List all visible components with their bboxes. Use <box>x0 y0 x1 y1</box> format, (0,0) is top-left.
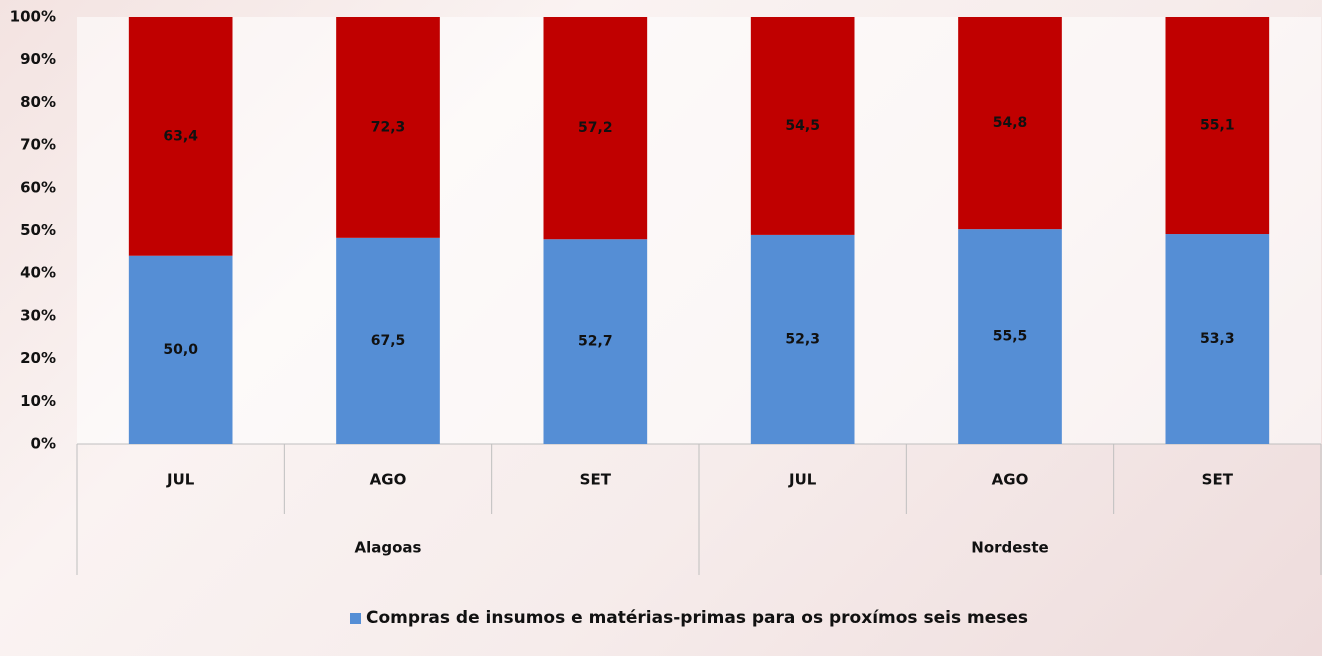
x-tick-label: SET <box>580 471 612 489</box>
y-tick-label: 80% <box>20 93 56 111</box>
data-label: 67,5 <box>371 333 406 349</box>
bar-segment <box>750 234 855 444</box>
data-label: 52,7 <box>578 334 613 350</box>
data-label: 52,3 <box>785 331 820 347</box>
data-label: 55,1 <box>1200 118 1235 134</box>
plot-area <box>77 17 1321 444</box>
data-label: 57,2 <box>578 120 613 136</box>
x-tick-label: AGO <box>370 471 407 489</box>
bar-segment <box>336 237 440 444</box>
data-label: 63,4 <box>163 128 198 144</box>
y-tick-label: 100% <box>10 8 56 26</box>
y-tick-label: 40% <box>20 264 56 282</box>
bar-segment <box>336 17 440 238</box>
bar-segment <box>128 255 233 444</box>
data-label: 53,3 <box>1200 331 1235 347</box>
data-label: 55,5 <box>993 329 1028 345</box>
bar-segment <box>958 229 1062 444</box>
y-tick-label: 90% <box>20 50 56 68</box>
x-tick-label: JUL <box>788 471 817 489</box>
bar-segment <box>750 17 855 235</box>
y-tick-label: 50% <box>20 221 56 239</box>
y-tick-label: 20% <box>20 349 56 367</box>
y-tick-label: 10% <box>20 392 56 410</box>
bar-segment <box>1165 234 1270 444</box>
y-tick-label: 0% <box>31 435 56 453</box>
group-label: Nordeste <box>971 539 1048 557</box>
legend-label: Compras de insumos e matérias-primas par… <box>366 608 1028 628</box>
y-tick-label: 70% <box>20 136 56 154</box>
bar-segment <box>128 17 233 256</box>
group-label: Alagoas <box>355 539 422 557</box>
bar-segment <box>1165 17 1270 235</box>
x-tick-label: JUL <box>166 471 195 489</box>
data-label: 50,0 <box>163 342 198 358</box>
data-label: 72,3 <box>371 119 406 135</box>
x-tick-label: AGO <box>992 471 1029 489</box>
data-label: 54,5 <box>785 118 820 134</box>
y-tick-label: 60% <box>20 178 56 196</box>
x-tick-label: SET <box>1202 471 1234 489</box>
legend-swatch <box>350 613 361 624</box>
y-tick-label: 30% <box>20 306 56 324</box>
data-label: 54,8 <box>993 115 1028 131</box>
bar-segment <box>958 17 1062 230</box>
bar-segment <box>543 17 648 240</box>
bar-segment <box>543 239 648 444</box>
